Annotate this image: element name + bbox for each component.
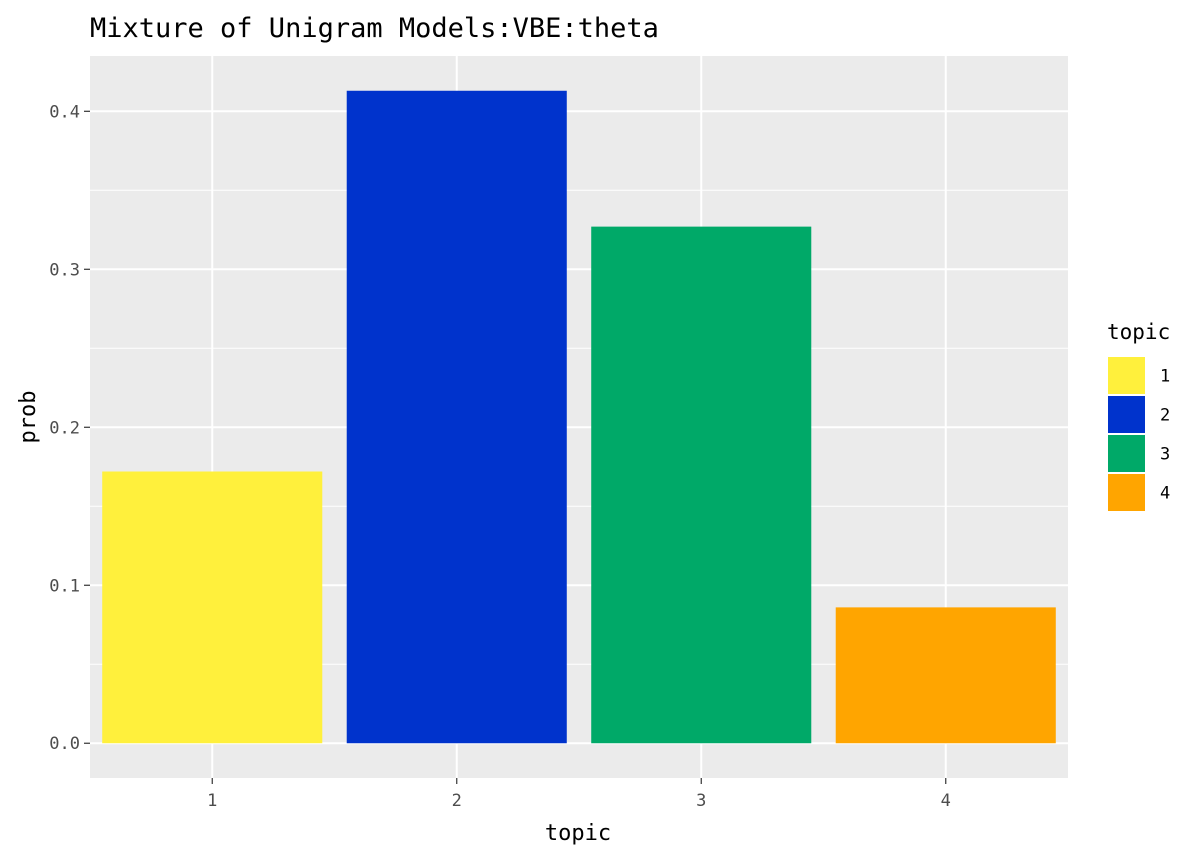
legend-label-1: 1 (1160, 367, 1170, 387)
x-tick-label: 3 (696, 791, 706, 811)
legend-label-3: 3 (1160, 445, 1170, 465)
x-tick-label: 4 (941, 791, 951, 811)
y-tick-label: 0.2 (49, 418, 80, 438)
y-tick-label: 0.1 (49, 576, 80, 596)
y-tick-label: 0.0 (49, 734, 80, 754)
legend: topic 1 2 3 4 (1106, 320, 1170, 513)
legend-swatch-2 (1106, 394, 1147, 435)
x-tick-label: 2 (452, 791, 462, 811)
bar-topic-4 (835, 607, 1056, 744)
legend-title: topic (1107, 320, 1170, 344)
bar-topic-3 (591, 226, 812, 744)
chart-title: Mixture of Unigram Models:VBE:theta (90, 13, 659, 44)
bars (102, 90, 1056, 744)
x-axis-title: topic (545, 821, 611, 846)
legend-swatch-1 (1106, 355, 1147, 396)
bar-topic-1 (102, 471, 323, 744)
y-tick-label: 0.4 (49, 102, 80, 122)
x-axis: 1 2 3 4 (207, 778, 951, 811)
legend-swatch-3 (1106, 433, 1147, 474)
legend-label-2: 2 (1160, 406, 1170, 426)
y-tick-label: 0.3 (49, 260, 80, 280)
y-axis: 0.0 0.1 0.2 0.3 0.4 (49, 102, 90, 754)
x-tick-label: 1 (207, 791, 217, 811)
y-axis-title: prob (16, 391, 41, 444)
legend-swatch-4 (1106, 472, 1147, 513)
bar-topic-2 (346, 90, 567, 744)
legend-label-4: 4 (1160, 484, 1170, 504)
